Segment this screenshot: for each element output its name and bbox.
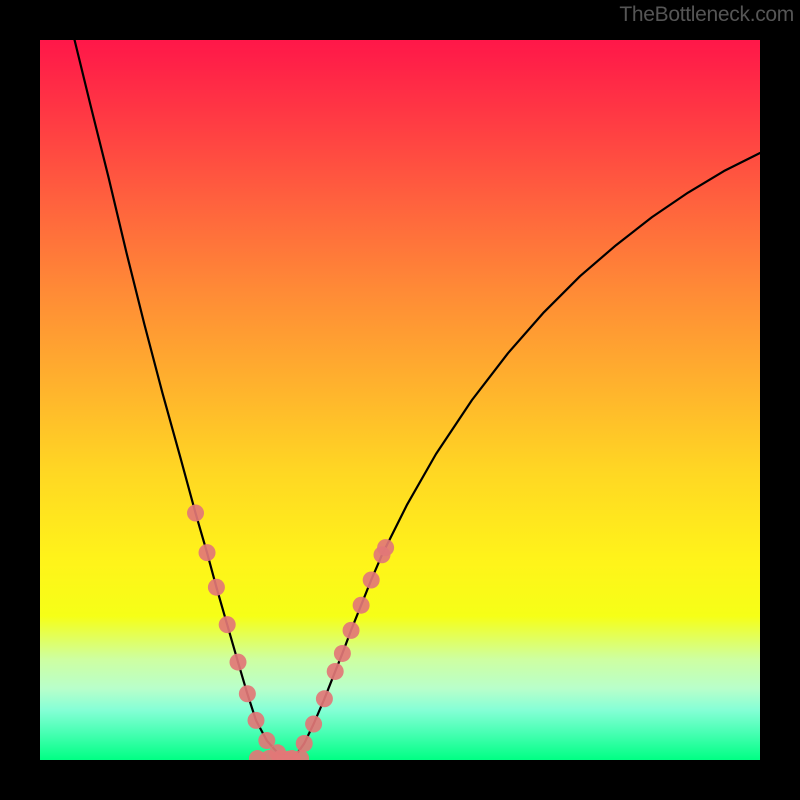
data-dot bbox=[239, 685, 256, 702]
data-dot bbox=[219, 616, 236, 633]
data-dot bbox=[343, 622, 360, 639]
data-dot bbox=[327, 663, 344, 680]
watermark-text: TheBottleneck.com bbox=[619, 3, 794, 27]
chart-plot-area bbox=[40, 40, 760, 760]
data-dot bbox=[353, 597, 370, 614]
data-dot bbox=[316, 690, 333, 707]
data-dot bbox=[334, 645, 351, 662]
data-dot bbox=[230, 654, 247, 671]
data-dot bbox=[363, 572, 380, 589]
chart-background bbox=[40, 40, 760, 760]
data-dot bbox=[248, 712, 265, 729]
data-dot bbox=[187, 505, 204, 522]
chart-svg bbox=[40, 40, 760, 760]
data-dot bbox=[305, 716, 322, 733]
data-dot bbox=[208, 579, 225, 596]
data-dot bbox=[377, 539, 394, 556]
data-dot bbox=[199, 544, 216, 561]
data-dot bbox=[296, 735, 313, 752]
